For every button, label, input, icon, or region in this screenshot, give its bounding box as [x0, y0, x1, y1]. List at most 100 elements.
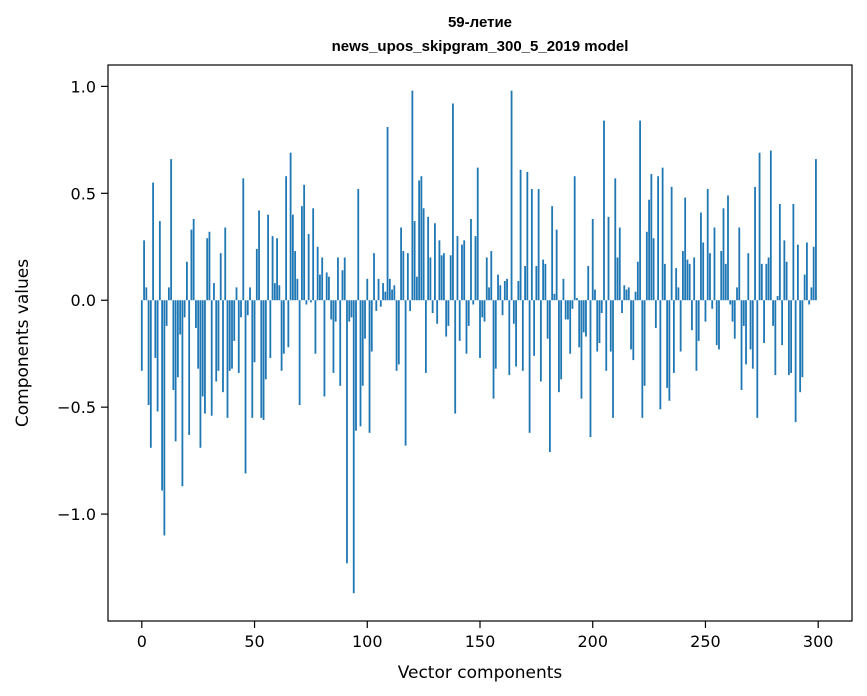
bar	[409, 300, 412, 311]
bar	[361, 300, 364, 386]
bar	[235, 287, 238, 301]
bar	[659, 300, 662, 410]
bar	[476, 167, 479, 301]
bar	[167, 287, 170, 301]
x-tick-label: 50	[244, 632, 264, 651]
bar	[314, 300, 317, 354]
y-axis-ticks: −1.0 −0.5 0.0 0.5 1.0	[57, 77, 108, 524]
bar	[226, 300, 229, 418]
bar	[621, 300, 623, 314]
bar	[163, 300, 166, 536]
bar	[758, 152, 761, 301]
bar	[330, 300, 333, 320]
bar	[530, 189, 533, 301]
bar	[161, 300, 164, 491]
bar	[375, 300, 378, 311]
bar	[510, 90, 513, 301]
bar	[677, 287, 680, 301]
bar	[192, 218, 195, 301]
bar	[188, 300, 191, 435]
bar	[458, 300, 461, 341]
bar	[231, 300, 233, 369]
bar	[440, 255, 443, 301]
bar	[255, 248, 258, 301]
x-tick-label: 200	[577, 632, 608, 651]
bar	[774, 300, 777, 376]
bar	[609, 300, 612, 352]
bar	[666, 300, 669, 388]
bar	[736, 287, 738, 301]
bar	[278, 285, 281, 301]
bar	[551, 206, 554, 301]
bar	[260, 300, 263, 418]
bar	[596, 300, 599, 352]
bar	[402, 251, 405, 301]
bar	[352, 300, 355, 594]
bar	[738, 227, 741, 301]
chart-title: 59-летие	[448, 14, 512, 31]
bar	[652, 238, 655, 301]
x-axis-label: Vector components	[398, 663, 563, 683]
bar	[600, 300, 603, 314]
bar	[481, 300, 484, 318]
bar	[436, 300, 439, 324]
bar	[415, 276, 418, 301]
bar	[555, 229, 558, 301]
bar	[578, 300, 581, 348]
bar	[630, 300, 632, 350]
bar	[702, 242, 705, 301]
bar	[206, 238, 209, 301]
x-tick-label: 300	[803, 632, 834, 651]
bar	[688, 263, 691, 301]
bar	[319, 274, 321, 301]
bar	[282, 300, 285, 354]
y-tick-label: −1.0	[57, 505, 96, 524]
bar	[508, 300, 511, 376]
bar	[197, 300, 200, 369]
bar	[815, 159, 817, 301]
bar	[391, 289, 393, 301]
bar	[605, 300, 608, 371]
bar	[724, 263, 727, 301]
bar	[219, 253, 222, 301]
bar	[158, 221, 161, 301]
bar	[618, 227, 621, 301]
bar	[321, 257, 324, 301]
bar	[204, 300, 206, 414]
bar	[393, 285, 396, 301]
bar	[632, 300, 635, 361]
bar	[781, 300, 784, 346]
bar	[179, 300, 182, 335]
bar	[528, 300, 531, 433]
bar	[165, 300, 168, 326]
bar	[713, 227, 716, 301]
bar	[796, 244, 799, 301]
bar	[258, 210, 260, 301]
bar	[742, 300, 745, 326]
bar	[650, 174, 653, 301]
bar	[186, 261, 188, 301]
bar	[794, 300, 797, 423]
bar	[582, 300, 585, 333]
bar	[237, 300, 240, 373]
bar	[654, 300, 657, 329]
bar	[573, 176, 576, 301]
bar	[379, 300, 382, 307]
bar	[639, 120, 641, 301]
bar	[470, 218, 472, 301]
bar	[422, 208, 425, 301]
bar	[594, 289, 596, 301]
bar	[614, 178, 617, 301]
bar	[722, 208, 725, 301]
bar	[657, 176, 660, 301]
bar	[542, 259, 545, 301]
bar	[778, 204, 781, 301]
bar	[729, 300, 732, 305]
bar	[190, 229, 193, 301]
bar	[576, 298, 578, 301]
bar	[512, 300, 515, 324]
bar	[170, 159, 173, 301]
bar	[181, 300, 184, 487]
bar	[224, 227, 227, 301]
